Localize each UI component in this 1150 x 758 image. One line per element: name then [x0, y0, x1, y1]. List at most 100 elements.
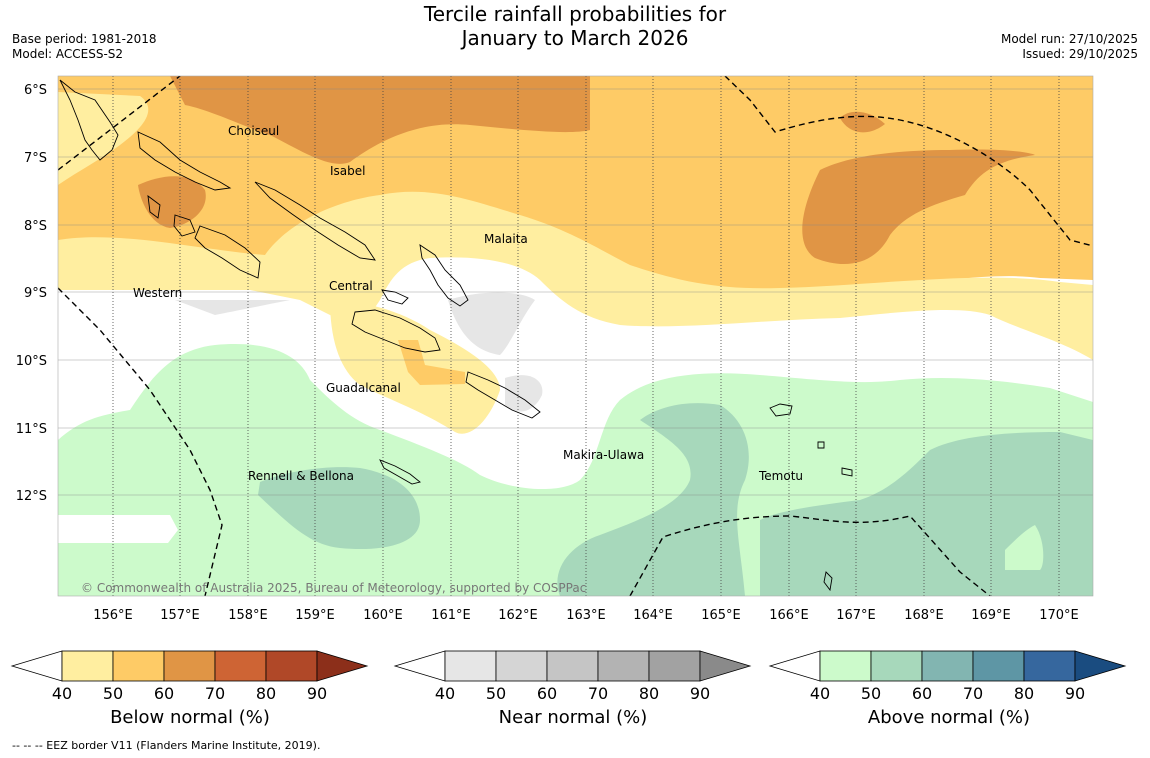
colorbar-tick-label: 50 [486, 684, 506, 703]
colorbar-near-normal: 40 50 60 70 80 90 [393, 650, 752, 703]
label-rennell-bellona: Rennell & Bellona [248, 469, 354, 483]
lon-label: 160°E [363, 608, 403, 623]
title-line-1: Tercile rainfall probabilities for [423, 2, 727, 26]
below-normal-40-topleft [58, 92, 149, 185]
above-normal-50-rennell [258, 467, 420, 550]
colorbar-swatch [1023, 650, 1076, 682]
colorbar-swatch [112, 650, 165, 682]
below-normal-40-region [58, 191, 1093, 360]
santa-cruz-coast [769, 403, 793, 417]
makira-coast [465, 371, 541, 419]
colorbar-tick-label: 40 [52, 684, 72, 703]
model-name: Model: ACCESS-S2 [12, 47, 124, 61]
colorbar-tick-label: 80 [1014, 684, 1034, 703]
colorbar-tick-label: 50 [861, 684, 881, 703]
isabel-coast [254, 181, 376, 261]
colorbar-swatch [265, 650, 318, 682]
meta-left: Base period: 1981-2018 Model: ACCESS-S2 [12, 32, 157, 62]
label-central: Central [329, 279, 373, 293]
colorbar-tick-label: 60 [154, 684, 174, 703]
lon-label: 165°E [701, 608, 741, 623]
below-normal-60-top [170, 76, 590, 164]
colorbar-label-above: Above normal (%) [867, 707, 1031, 728]
guadalcanal-coast [351, 309, 441, 353]
colorbar-tick-label: 40 [435, 684, 455, 703]
lon-label: 158°E [228, 608, 268, 623]
place-labels: Choiseul Isabel Malaita Western Central … [133, 124, 803, 483]
near-normal-40-makira [505, 375, 543, 412]
colorbar-tick-label: 90 [1065, 684, 1085, 703]
rennell-coast [379, 459, 421, 485]
title-line-2: January to March 2026 [461, 26, 689, 50]
above-normal-white-patch [58, 515, 178, 543]
colorbar-extend-high [316, 650, 369, 682]
eez-border-west [58, 287, 223, 596]
below-normal-60-left [138, 176, 206, 228]
label-isabel: Isabel [330, 164, 365, 178]
lon-label: 159°E [295, 608, 335, 623]
colorbar-extend-high [699, 650, 752, 682]
choiseul-coast [137, 131, 232, 191]
colorbar-label-below: Below normal (%) [110, 707, 270, 728]
coastlines [59, 79, 853, 592]
florida-coast [381, 289, 409, 305]
colorbar-tick-label: 70 [588, 684, 608, 703]
eez-border [58, 76, 1093, 596]
colorbar-swatch [819, 650, 872, 682]
latitude-gridlines [58, 88, 1093, 496]
below-normal-60-right [802, 149, 1035, 265]
colorbar-extend-high [1074, 650, 1127, 682]
colorbar-tick-label: 50 [103, 684, 123, 703]
colorbar-swatch [648, 650, 701, 682]
lon-label: 162°E [498, 608, 538, 623]
colorbar-tick-label: 80 [639, 684, 659, 703]
lon-label: 157°E [160, 608, 200, 623]
colorbar-swatch [870, 650, 923, 682]
label-temotu: Temotu [758, 469, 803, 483]
colorbar-tick-label: 80 [256, 684, 276, 703]
lat-label: 11°S [16, 422, 47, 437]
map-title: Tercile rainfall probabilities for Janua… [0, 2, 1150, 50]
colorbar-swatch [495, 650, 548, 682]
latitude-labels: 6°S 7°S 8°S 9°S 10°S 11°S 12°S [16, 83, 47, 504]
label-guadalcanal: Guadalcanal [326, 381, 401, 395]
lat-label: 7°S [24, 151, 47, 166]
colorbar-swatch [61, 650, 114, 682]
map-frame [57, 75, 1094, 597]
lon-label: 169°E [971, 608, 1011, 623]
model-run: Model run: 27/10/2025 [1000, 32, 1138, 46]
lat-label: 9°S [24, 286, 47, 301]
colorbar-tick-label: 60 [912, 684, 932, 703]
malaita-coast [419, 244, 469, 307]
colorbar-swatch [444, 650, 497, 682]
label-choiseul: Choiseul [228, 124, 279, 138]
lon-label: 170°E [1039, 608, 1079, 623]
colorbar-extend-low [393, 650, 446, 682]
base-period: Base period: 1981-2018 [12, 32, 157, 46]
near-normal-40-west [175, 300, 290, 315]
colorbar-tick-label: 60 [537, 684, 557, 703]
issued-date: Issued: 29/10/2025 [1022, 47, 1138, 61]
map-area [58, 76, 1093, 596]
label-makira-ulawa: Makira-Ulawa [563, 448, 644, 462]
colorbar-extend-low [10, 650, 63, 682]
near-normal-40-malaita [448, 292, 535, 355]
colorbar-swatch [972, 650, 1025, 682]
eez-border-northwest [58, 76, 181, 171]
eez-footnote: -- -- -- EEZ border V11 (Flanders Marine… [12, 739, 321, 752]
label-western: Western [133, 286, 182, 300]
colorbar-label-near: Near normal (%) [498, 707, 648, 728]
above-normal-40-hole [1005, 525, 1044, 570]
below-normal-50-tongue [398, 340, 465, 385]
eez-border-north [724, 76, 1093, 247]
longitude-labels: 156°E 157°E 158°E 159°E 160°E 161°E 162°… [93, 608, 1079, 623]
colorbar-swatch [163, 650, 216, 682]
colorbar-swatch [546, 650, 599, 682]
lon-label: 168°E [904, 608, 944, 623]
lat-label: 8°S [24, 219, 47, 234]
temotu-islets-coast [817, 441, 853, 592]
colorbar-tick-label: 70 [963, 684, 983, 703]
label-malaita: Malaita [484, 232, 528, 246]
colorbar-below-normal: 40 50 60 70 80 90 [10, 650, 369, 703]
